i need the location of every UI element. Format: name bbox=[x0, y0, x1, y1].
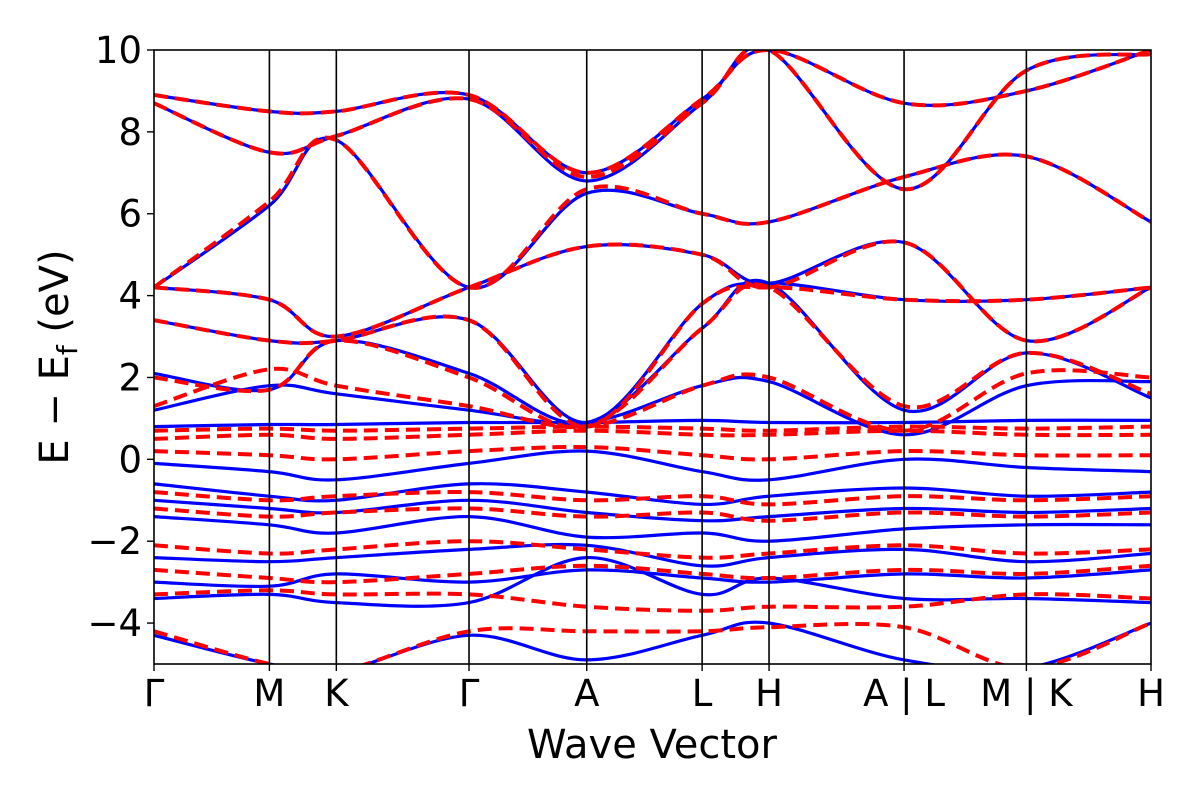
band-line-dashed-3 bbox=[154, 490, 1151, 507]
y-tick-label: 0 bbox=[118, 438, 142, 481]
x-tick-label: Γ bbox=[459, 672, 480, 715]
y-axis-title-unit: (eV) bbox=[32, 249, 78, 345]
x-tick-label: A bbox=[574, 672, 599, 715]
band-line-dashed-8 bbox=[154, 621, 1151, 664]
bands-layer bbox=[154, 50, 1151, 664]
band-line-solid-4 bbox=[154, 542, 1151, 568]
band-line-dashed-0 bbox=[154, 444, 1151, 462]
band-line-dashed-14 bbox=[154, 50, 1151, 192]
x-tick-label: K bbox=[324, 672, 350, 715]
x-tick-label: H bbox=[755, 672, 783, 715]
x-tick-label: M bbox=[253, 672, 285, 715]
band-line-dashed-1 bbox=[154, 428, 1151, 441]
y-tick-label: 8 bbox=[118, 111, 142, 154]
x-tick-label: M | K bbox=[980, 672, 1074, 715]
band-line-solid-15 bbox=[154, 50, 1151, 175]
band-line-dashed-4 bbox=[154, 506, 1151, 523]
y-tick-label: 2 bbox=[118, 356, 142, 399]
band-line-dashed-13 bbox=[154, 135, 1151, 290]
plot-frame bbox=[153, 49, 1152, 665]
band-line-dashed-10 bbox=[154, 282, 1151, 430]
series-dashed bbox=[154, 50, 1151, 664]
band-line-solid-13 bbox=[154, 136, 1151, 290]
band-line-dashed-5 bbox=[154, 539, 1151, 560]
band-line-dashed-7 bbox=[154, 588, 1151, 613]
x-tick-label: A | L bbox=[863, 672, 945, 715]
band-line-solid-1 bbox=[154, 482, 1151, 507]
y-axis-title-subscript: f bbox=[51, 344, 84, 355]
band-line-dashed-2 bbox=[154, 424, 1151, 433]
band-line-solid-14 bbox=[154, 50, 1151, 191]
band-line-solid-7 bbox=[154, 620, 1151, 664]
band-line-solid-5 bbox=[154, 568, 1151, 589]
y-axis-title-main: E − E bbox=[32, 355, 78, 465]
y-axis-title: E − Ef (eV) bbox=[32, 249, 84, 464]
band-line-dashed-11 bbox=[154, 284, 1151, 429]
band-line-solid-8 bbox=[154, 418, 1151, 429]
x-axis-title: Wave Vector bbox=[527, 722, 778, 768]
band-line-dashed-6 bbox=[154, 563, 1151, 585]
x-tick-label: Γ bbox=[144, 672, 165, 715]
y-tick-label: 4 bbox=[118, 275, 142, 318]
band-line-dashed-12 bbox=[154, 239, 1151, 344]
x-tick-label: H bbox=[1137, 672, 1165, 715]
band-line-solid-3 bbox=[154, 514, 1151, 543]
band-line-solid-0 bbox=[154, 449, 1151, 482]
y-tick-label: 10 bbox=[95, 29, 142, 72]
y-tick-label: −4 bbox=[87, 602, 142, 645]
band-line-solid-2 bbox=[154, 498, 1151, 523]
y-tick-label: −2 bbox=[87, 520, 142, 563]
kpoint-dividers bbox=[268, 50, 1028, 664]
x-tick-label: L bbox=[692, 672, 713, 715]
y-axis-ticks: −4 −2 0 2 4 6 8 10 bbox=[87, 29, 154, 645]
band-line-dashed-9 bbox=[154, 366, 1151, 433]
y-tick-label: 6 bbox=[118, 193, 142, 236]
